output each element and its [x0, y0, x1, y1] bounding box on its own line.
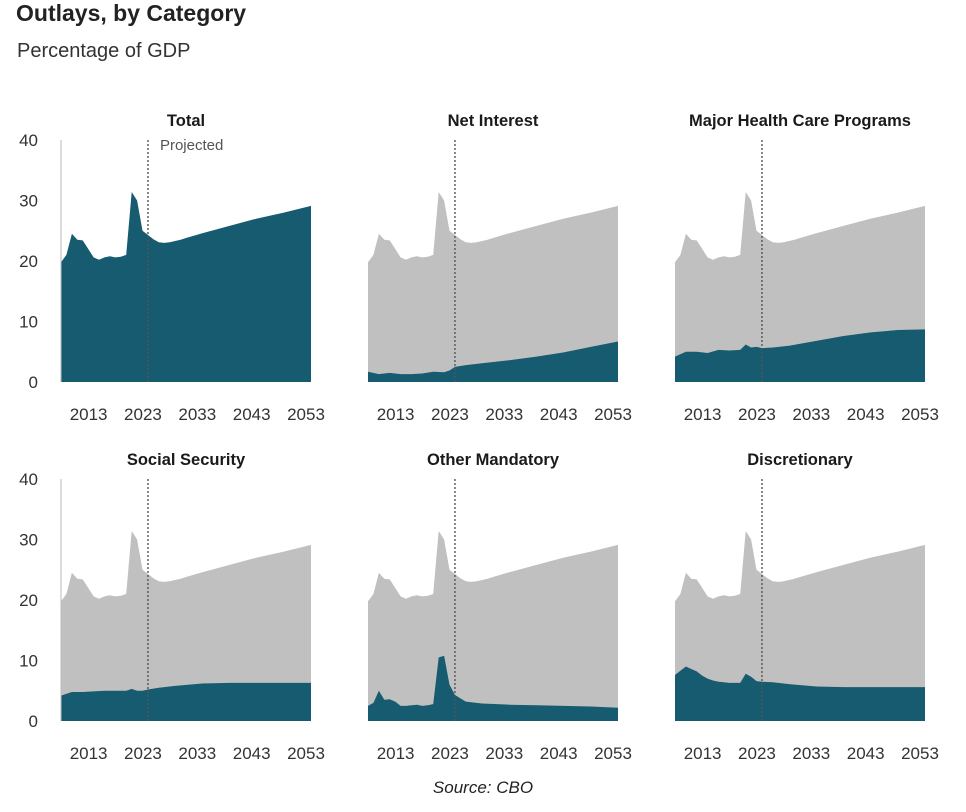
- projected-label: Projected: [160, 137, 223, 154]
- category-area: [675, 329, 925, 382]
- x-tick-label: 2053: [901, 744, 939, 763]
- category-area: [61, 192, 311, 382]
- y-tick-label: 30: [19, 192, 38, 211]
- source-note: Source: CBO: [432, 778, 534, 797]
- category-area: [368, 341, 618, 382]
- y-tick-label: 40: [19, 131, 38, 150]
- x-tick-label: 2043: [233, 405, 271, 424]
- x-tick-label: 2053: [901, 405, 939, 424]
- panel-net-interest: Net Interest 2013 2023 2033 2043 2053: [368, 112, 632, 424]
- x-tick-label: 2023: [738, 405, 776, 424]
- y-tick-label: 40: [19, 470, 38, 489]
- x-tick-label: 2023: [431, 405, 469, 424]
- x-tick-label: 2013: [377, 405, 415, 424]
- x-tick-label: 2043: [233, 744, 271, 763]
- x-tick-label: 2033: [485, 405, 523, 424]
- y-tick-label: 20: [19, 252, 38, 271]
- x-tick-label: 2033: [792, 405, 830, 424]
- x-tick-label: 2023: [431, 744, 469, 763]
- y-tick-label: 0: [29, 712, 38, 731]
- y-tick-label: 10: [19, 652, 38, 671]
- x-tick-label: 2053: [594, 405, 632, 424]
- panel-total: Total 0 10 20 30 40 Projected 2013 2023 2033 2043 2…: [19, 112, 325, 424]
- x-tick-label: 2013: [70, 744, 108, 763]
- x-tick-label: 2033: [485, 744, 523, 763]
- panel-discretionary: Discretionary 2013 2023 2033 2043 2053: [675, 451, 939, 763]
- x-tick-label: 2043: [540, 744, 578, 763]
- y-tick-label: 10: [19, 313, 38, 332]
- x-tick-label: 2013: [377, 744, 415, 763]
- panel-title: Major Health Care Programs: [689, 112, 911, 130]
- total-outlays-area: [368, 531, 618, 721]
- total-outlays-area: [61, 531, 311, 721]
- x-tick-label: 2013: [684, 405, 722, 424]
- x-tick-label: 2023: [738, 744, 776, 763]
- x-tick-label: 2033: [178, 405, 216, 424]
- x-tick-label: 2033: [178, 744, 216, 763]
- x-tick-label: 2043: [847, 405, 885, 424]
- panel-title: Discretionary: [747, 451, 853, 469]
- total-outlays-area: [675, 531, 925, 721]
- y-tick-label: 0: [29, 373, 38, 392]
- y-tick-label: 20: [19, 591, 38, 610]
- total-outlays-area: [368, 192, 618, 382]
- panel-major-health-care-programs: Major Health Care Programs 2013 2023 2033 20…: [675, 112, 939, 424]
- y-tick-label: 30: [19, 531, 38, 550]
- x-tick-label: 2043: [847, 744, 885, 763]
- panel-title: Net Interest: [448, 112, 539, 130]
- small-multiples-chart: Total 0 10 20 30 40 Projected 2013 2023 2033 2043 2…: [19, 112, 939, 763]
- category-area: [61, 682, 311, 721]
- x-tick-label: 2043: [540, 405, 578, 424]
- x-tick-label: 2023: [124, 744, 162, 763]
- category-area: [675, 666, 925, 721]
- panel-title: Social Security: [127, 451, 246, 469]
- chart-subtitle: Percentage of GDP: [17, 40, 191, 62]
- panel-title: Total: [167, 112, 205, 130]
- panel-other-mandatory: Other Mandatory 2013 2023 2033 2043 2053: [368, 451, 632, 763]
- x-tick-label: 2053: [287, 405, 325, 424]
- x-tick-label: 2023: [124, 405, 162, 424]
- x-tick-label: 2013: [684, 744, 722, 763]
- chart-title: Outlays, by Category: [16, 0, 247, 26]
- x-tick-label: 2033: [792, 744, 830, 763]
- x-tick-label: 2013: [70, 405, 108, 424]
- x-tick-label: 2053: [287, 744, 325, 763]
- panel-title: Other Mandatory: [427, 451, 560, 469]
- panel-social-security: Social Security 0 10 20 30 40 2013 2023 2033 2043…: [19, 451, 325, 763]
- category-area: [368, 655, 618, 721]
- x-tick-label: 2053: [594, 744, 632, 763]
